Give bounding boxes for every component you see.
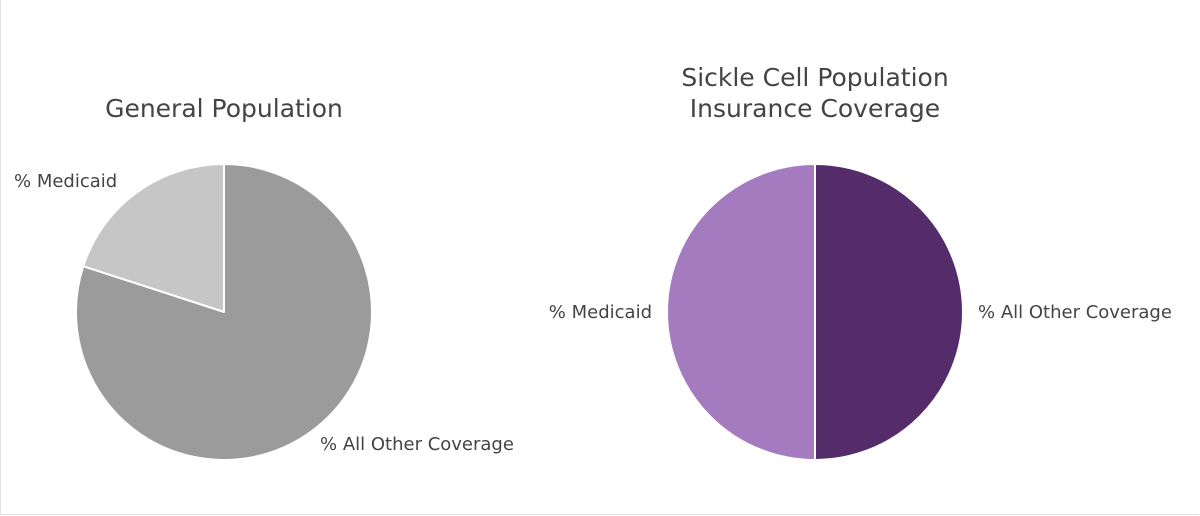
- chart-title-sickle-cell-line-2: Insurance Coverage: [690, 94, 940, 123]
- pie-slice-medicaid-0: [82, 163, 225, 313]
- slice-label-other-general: % All Other Coverage: [320, 434, 514, 455]
- pie-slice-all-other-coverage-1: [814, 163, 964, 461]
- general-population-chart: General Population % Medicaid % All Othe…: [14, 94, 514, 461]
- pie-slice-all-other-coverage-0: [75, 163, 373, 461]
- chart-title-general-population: General Population: [105, 94, 343, 123]
- slice-label-medicaid-general: % Medicaid: [14, 171, 117, 192]
- slice-label-medicaid-sickle-cell: % Medicaid: [549, 302, 652, 323]
- sickle-cell-population-chart: Sickle Cell Population Insurance Coverag…: [549, 63, 1172, 461]
- general-population-pie: [75, 163, 373, 461]
- pie-slice-medicaid-1: [666, 163, 816, 461]
- chart-title-sickle-cell-line-1: Sickle Cell Population: [681, 63, 948, 92]
- slice-label-other-sickle-cell: % All Other Coverage: [978, 302, 1172, 323]
- sickle-cell-population-pie: [666, 163, 964, 461]
